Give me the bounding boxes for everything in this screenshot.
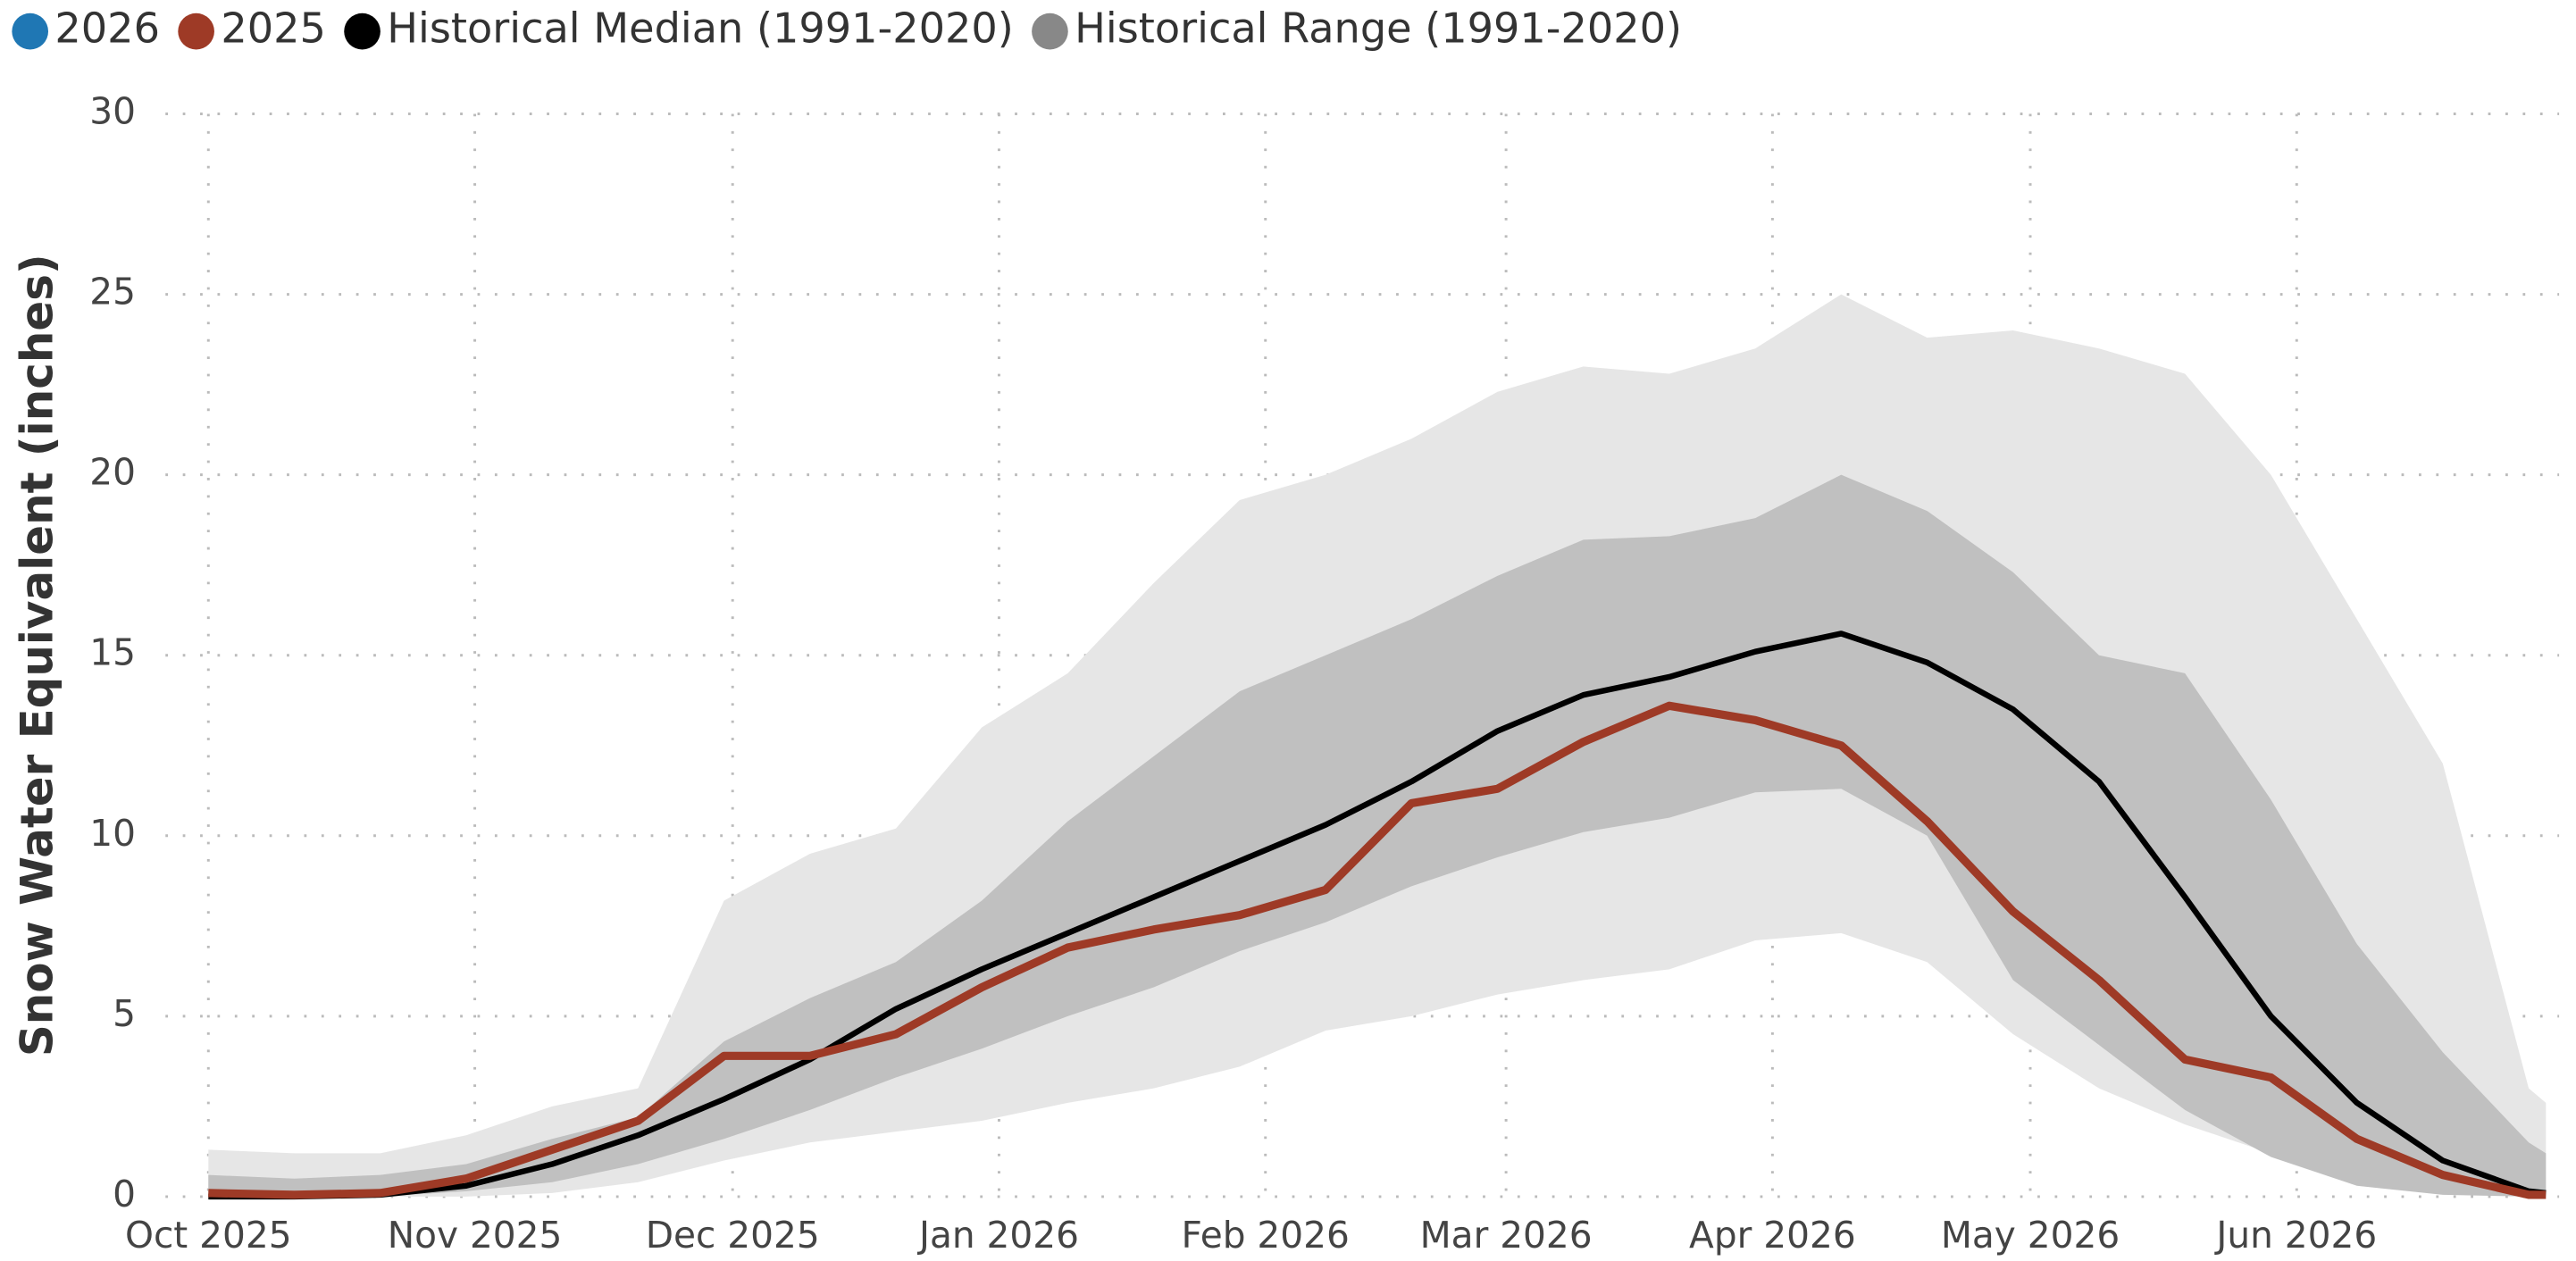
x-tick-label: Nov 2025 xyxy=(388,1214,563,1257)
x-tick-label: Apr 2026 xyxy=(1689,1214,1856,1257)
y-tick-label: 10 xyxy=(89,812,136,855)
legend-marker xyxy=(12,13,49,50)
y-tick-label: 0 xyxy=(113,1173,136,1215)
y-tick-label: 30 xyxy=(89,90,136,133)
y-axis-title: Snow Water Equivalent (inches) xyxy=(11,254,63,1056)
legend-label: Historical Range (1991-2020) xyxy=(1075,4,1682,53)
legend-label: 2026 xyxy=(54,4,160,53)
y-tick-label: 25 xyxy=(89,271,136,313)
legend-marker xyxy=(344,13,381,50)
series-line xyxy=(208,701,2547,1199)
x-tick-label: Oct 2025 xyxy=(125,1214,292,1257)
x-tick-label: Jun 2026 xyxy=(2213,1214,2377,1257)
x-tick-label: Mar 2026 xyxy=(1420,1214,1593,1257)
series-line xyxy=(208,630,2547,1200)
x-tick-label: Dec 2025 xyxy=(646,1214,820,1257)
x-tick-label: Jan 2026 xyxy=(916,1214,1079,1257)
y-tick-label: 5 xyxy=(113,992,136,1035)
legend-label: Historical Median (1991-2020) xyxy=(387,4,1014,53)
y-tick-label: 20 xyxy=(89,451,136,494)
legend-label: 2025 xyxy=(221,4,326,53)
legend-marker xyxy=(178,13,214,50)
x-tick-label: Feb 2026 xyxy=(1182,1214,1350,1257)
y-tick-label: 15 xyxy=(89,631,136,674)
legend-marker xyxy=(1032,13,1068,50)
x-tick-label: May 2026 xyxy=(1941,1214,2120,1257)
